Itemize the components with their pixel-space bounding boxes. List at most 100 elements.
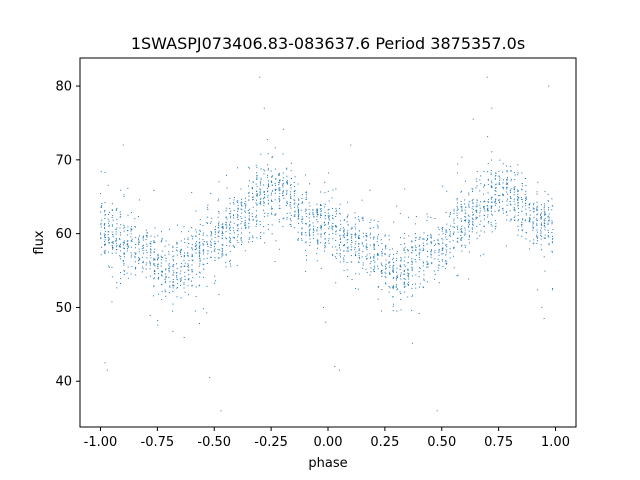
data-point [377,298,379,300]
data-point [104,244,106,246]
data-point [107,218,109,220]
data-point [130,226,132,228]
data-point [202,308,204,310]
data-point [160,231,162,233]
data-point [388,262,390,264]
data-point [127,226,129,228]
data-point [452,240,454,242]
data-point [385,277,387,279]
data-point [380,271,382,273]
data-point [123,262,125,264]
data-point [551,222,553,224]
data-point [119,245,121,247]
data-point [202,250,204,252]
data-point [271,201,273,203]
data-point [226,218,228,220]
data-point [543,225,545,227]
data-point [233,232,235,234]
data-point [104,217,106,219]
data-point [544,226,546,228]
data-point [244,216,246,218]
data-point [289,204,291,206]
data-point [168,253,170,255]
data-point [298,218,300,220]
data-point [192,238,194,240]
data-point [468,226,470,228]
data-point [453,226,455,228]
data-point [373,236,375,238]
data-point [123,224,125,226]
data-point [119,227,121,229]
data-point [202,253,204,255]
data-point [431,241,433,243]
data-point [130,252,132,254]
data-point [218,257,220,259]
data-point [271,190,273,192]
data-point [472,209,474,211]
data-point [442,248,444,250]
data-point [294,176,296,178]
data-point [324,192,326,194]
data-point [328,219,330,221]
data-point [399,212,401,214]
data-point [252,219,254,221]
data-point [225,231,227,233]
data-point [221,234,223,236]
data-point [251,196,253,198]
data-point [483,226,485,228]
data-point [104,172,106,174]
data-point [100,233,102,235]
data-point [472,224,474,226]
data-point [491,214,493,216]
y-tick-label: 40 [55,375,72,390]
data-point [228,223,230,225]
data-point [325,242,326,244]
data-point [138,260,140,262]
data-point [176,286,178,288]
data-point [293,195,295,197]
data-point [369,227,371,229]
data-point [237,219,239,221]
data-point [237,215,239,217]
data-point [415,237,417,239]
data-point [456,210,458,212]
data-point [336,225,338,227]
data-point [415,247,417,249]
data-point [104,222,106,224]
data-point [259,76,261,78]
data-point [384,246,386,248]
data-point [306,194,308,196]
data-point [361,199,363,201]
data-point [172,330,174,332]
data-point [316,230,318,232]
data-point [176,241,178,243]
data-point [525,202,527,204]
data-point [297,237,299,239]
data-point [157,255,159,257]
data-point [488,198,490,200]
data-point [540,218,542,220]
data-point [354,212,356,214]
data-point [502,194,504,196]
data-point [221,233,223,235]
data-point [222,223,224,225]
data-point [187,266,189,268]
data-point [308,209,310,211]
data-point [270,170,272,172]
data-point [111,209,113,211]
data-point [453,231,455,233]
data-point [298,215,300,217]
data-point [305,234,307,236]
data-point [490,185,492,187]
data-point [126,250,128,252]
data-point [282,179,284,181]
data-point [324,211,326,213]
data-point [286,218,288,220]
data-point [355,241,357,243]
data-point [332,238,334,240]
data-point [446,238,448,240]
data-point [221,252,223,254]
data-point [426,243,428,245]
data-point [271,184,273,186]
data-point [156,259,158,261]
